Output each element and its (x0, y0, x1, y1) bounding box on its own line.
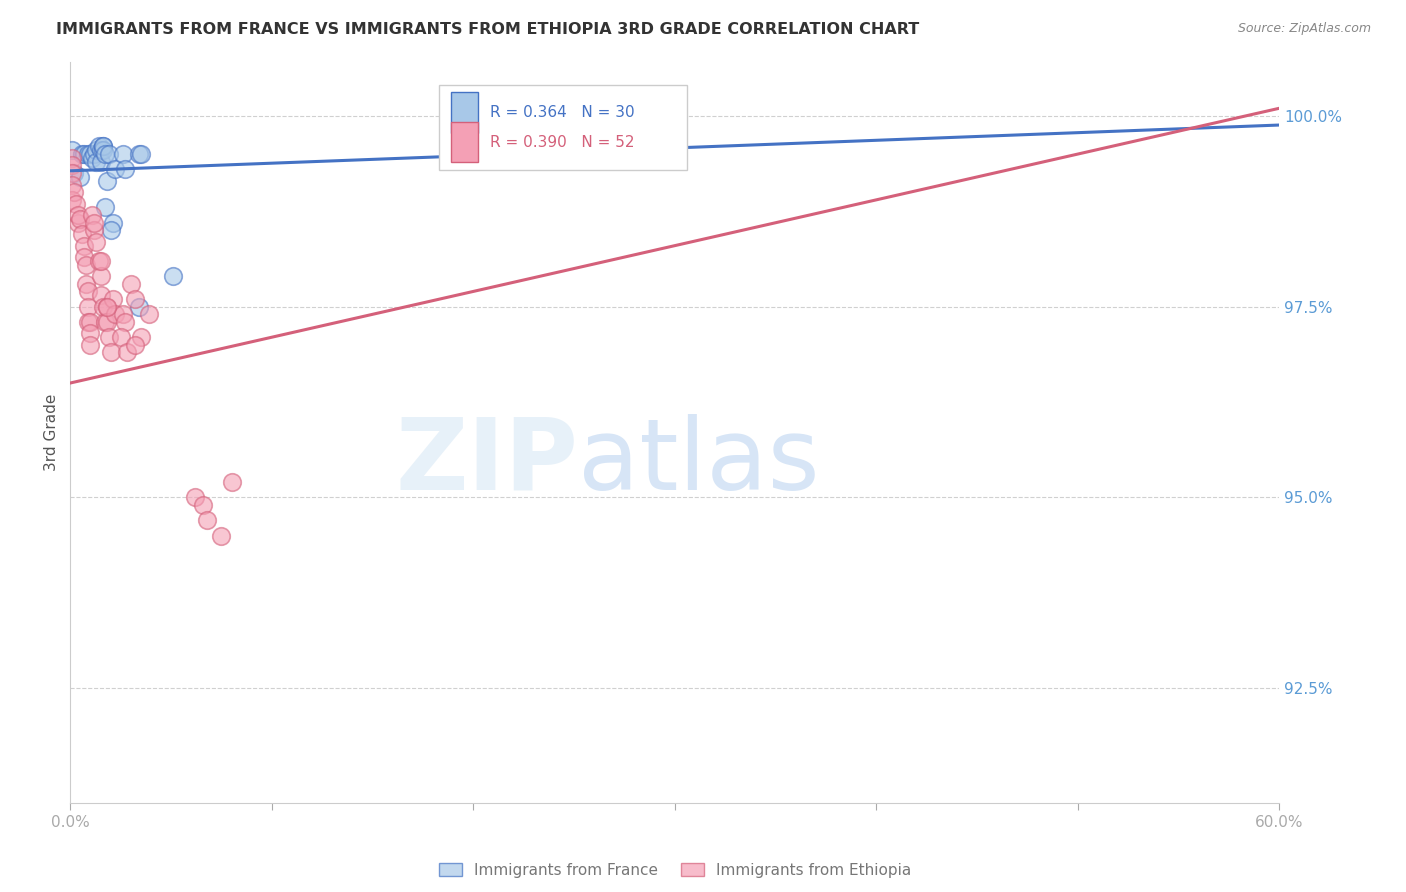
Point (111, 147, 134, 161)
Point (73, 147, 96, 161)
Point (91, 139, 114, 153)
Point (69, 211, 91, 226)
Y-axis label: 3rd Grade: 3rd Grade (44, 394, 59, 471)
Point (82, 208, 104, 222)
Point (96, 300, 118, 314)
Point (60, 166, 83, 180)
Point (110, 330, 132, 344)
Point (79, 338, 101, 352)
Text: IMMIGRANTS FROM FRANCE VS IMMIGRANTS FROM ETHIOPIA 3RD GRADE CORRELATION CHART: IMMIGRANTS FROM FRANCE VS IMMIGRANTS FRO… (56, 22, 920, 37)
Point (91, 143, 114, 157)
Point (69, 169, 91, 184)
Point (77, 300, 100, 314)
Point (114, 315, 136, 329)
Point (115, 345, 138, 359)
Point (91, 139, 114, 153)
Point (91, 300, 114, 314)
Point (86, 143, 108, 157)
Point (77, 315, 100, 329)
Point (104, 307, 127, 321)
Point (77, 147, 100, 161)
Point (90, 288, 111, 302)
Point (75, 277, 97, 291)
Point (77, 285, 100, 299)
Point (90, 143, 111, 157)
Point (90, 154, 111, 169)
Point (60, 193, 83, 207)
Point (86, 154, 108, 169)
Point (129, 147, 152, 161)
Point (124, 338, 146, 352)
Point (83, 216, 105, 230)
Point (72, 147, 94, 161)
Point (90, 253, 111, 268)
Bar (451, 121, 478, 162)
Point (96, 300, 118, 314)
Point (93, 315, 115, 329)
Point (111, 307, 134, 321)
Point (83, 147, 105, 161)
Point (67, 208, 90, 222)
Point (96, 174, 118, 188)
Point (211, 529, 233, 543)
Text: R = 0.364   N = 30: R = 0.364 N = 30 (489, 105, 634, 120)
Point (128, 147, 150, 161)
Point (67, 216, 90, 230)
Point (82, 151, 104, 165)
Point (73, 250, 96, 264)
Point (221, 475, 243, 490)
Text: R = 0.390   N = 52: R = 0.390 N = 52 (489, 135, 634, 150)
Point (96, 315, 118, 329)
Point (60, 151, 83, 165)
Point (79, 315, 101, 329)
Point (60, 143, 83, 157)
Point (75, 258, 97, 272)
Point (86, 235, 108, 249)
Point (97, 147, 120, 161)
Point (138, 307, 160, 321)
Point (100, 223, 122, 237)
Bar (451, 92, 478, 133)
Text: ZIP: ZIP (395, 414, 578, 511)
Point (73, 238, 96, 252)
Text: Source: ZipAtlas.com: Source: ZipAtlas.com (1237, 22, 1371, 36)
Point (184, 491, 207, 505)
Point (93, 147, 115, 161)
Point (72, 227, 94, 242)
Point (162, 269, 184, 284)
Point (63, 166, 86, 180)
Point (79, 147, 101, 161)
Point (120, 277, 142, 291)
FancyBboxPatch shape (439, 85, 688, 169)
Point (79, 326, 101, 341)
Legend: Immigrants from France, Immigrants from Ethiopia: Immigrants from France, Immigrants from … (433, 856, 917, 884)
Point (83, 223, 105, 237)
Point (60, 178, 83, 192)
Text: atlas: atlas (578, 414, 820, 511)
Point (60, 159, 83, 173)
Point (101, 216, 124, 230)
Point (193, 498, 215, 512)
Point (87, 253, 110, 268)
Point (65, 196, 87, 211)
Point (129, 330, 152, 344)
Point (93, 201, 115, 215)
Point (100, 345, 122, 359)
Point (90, 269, 111, 284)
Point (114, 162, 136, 177)
Point (128, 300, 150, 314)
Point (101, 292, 124, 306)
Point (195, 513, 218, 527)
Point (124, 292, 146, 306)
Point (87, 139, 110, 153)
Point (63, 185, 86, 199)
Point (104, 162, 127, 177)
Point (97, 330, 120, 344)
